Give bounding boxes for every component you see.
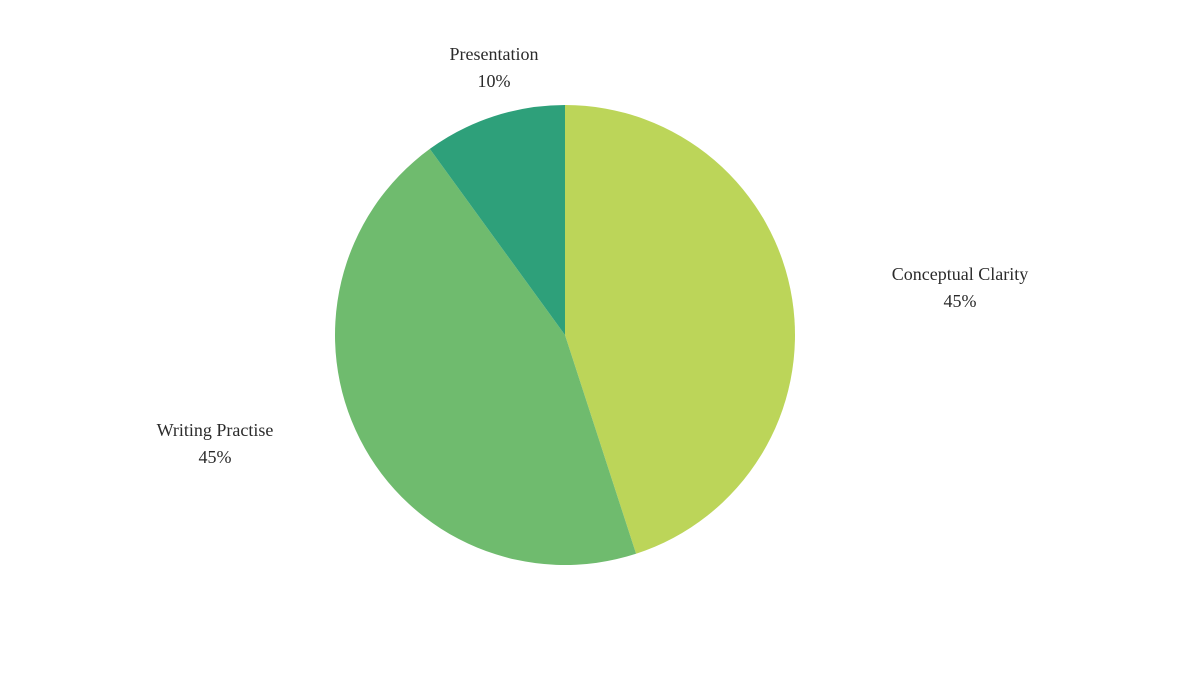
slice-label: Conceptual Clarity45% (892, 261, 1028, 315)
slice-label: Writing Practise45% (157, 417, 274, 471)
slice-label-pct: 45% (157, 444, 274, 471)
slice-label-pct: 45% (892, 288, 1028, 315)
slice-label-name: Conceptual Clarity (892, 261, 1028, 288)
slice-label-pct: 10% (450, 68, 539, 95)
slice-label-name: Writing Practise (157, 417, 274, 444)
slice-label: Presentation10% (450, 41, 539, 95)
slice-label-name: Presentation (450, 41, 539, 68)
pie-chart (0, 0, 1200, 675)
